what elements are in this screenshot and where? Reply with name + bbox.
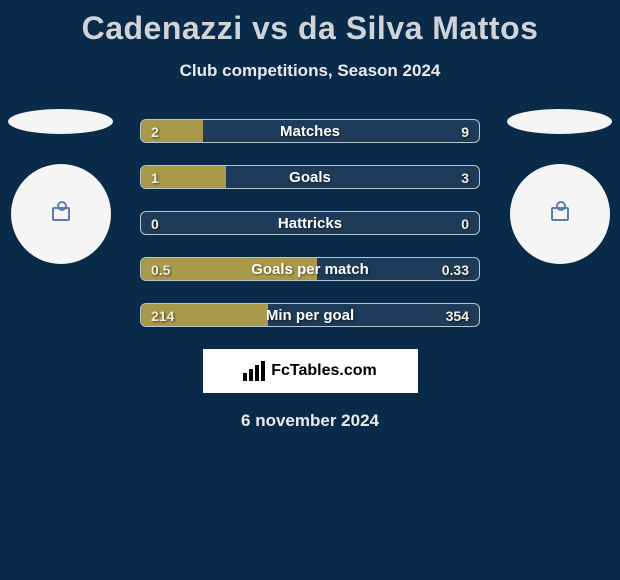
brand-label: FcTables.com [271, 362, 377, 380]
brand-box[interactable]: FcTables.com [203, 349, 418, 393]
bar-label: Goals [141, 166, 479, 189]
player-right-avatar [507, 109, 612, 264]
stat-bar: Matches2 9 [140, 119, 480, 143]
bar-value-right: 3 [461, 166, 469, 189]
date-label: 6 november 2024 [0, 411, 620, 431]
player-left-avatar [8, 109, 113, 264]
page-title: Cadenazzi vs da Silva Mattos [0, 0, 620, 47]
bar-value-left: 1 [151, 166, 159, 189]
bar-label: Goals per match [141, 258, 479, 281]
bar-value-right: 9 [461, 120, 469, 143]
stat-bar: Min per goal214 354 [140, 303, 480, 327]
stat-bar: Hattricks0 0 [140, 211, 480, 235]
oval-shadow-right [507, 109, 612, 134]
bar-label: Matches [141, 120, 479, 143]
bar-value-left: 0 [151, 212, 159, 235]
stats-bars: Matches2 9 Goals1 3 Hattricks0 0 Goals per mat… [140, 119, 480, 327]
stat-bar: Goals1 3 [140, 165, 480, 189]
shield-icon [551, 207, 569, 221]
stat-bar: Goals per match0.5 0.33 [140, 257, 480, 281]
comparison-container: Matches2 9 Goals1 3 Hattricks0 0 Goals per mat… [0, 119, 620, 431]
bar-value-right: 0 [461, 212, 469, 235]
bar-label: Hattricks [141, 212, 479, 235]
subtitle: Club competitions, Season 2024 [0, 61, 620, 81]
bar-chart-icon [243, 361, 265, 381]
shield-icon [52, 207, 70, 221]
bar-value-right: 0.33 [442, 258, 469, 281]
bar-value-right: 354 [446, 304, 469, 327]
bar-value-left: 214 [151, 304, 174, 327]
oval-shadow-left [8, 109, 113, 134]
player-right-circle [510, 164, 610, 264]
bar-value-left: 0.5 [151, 258, 170, 281]
bar-value-left: 2 [151, 120, 159, 143]
player-left-circle [11, 164, 111, 264]
bar-label: Min per goal [141, 304, 479, 327]
